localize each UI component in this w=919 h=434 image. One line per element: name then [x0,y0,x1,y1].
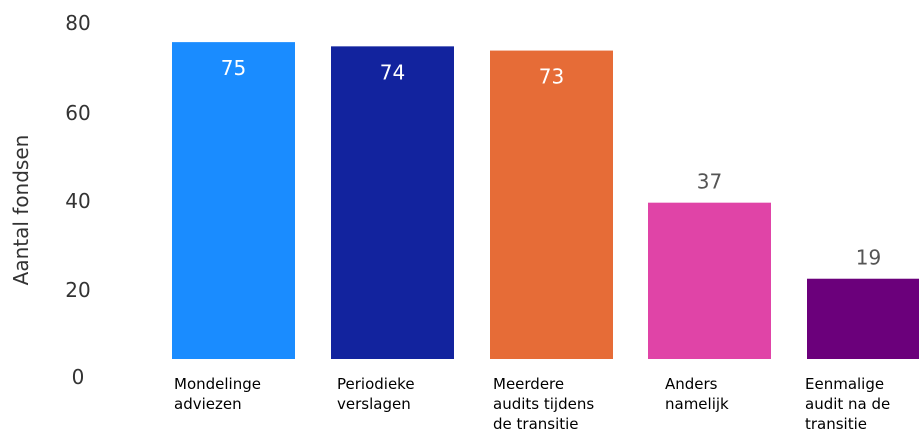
y-axis-label: Aantal fondsen [9,135,33,286]
category-label: Anders namelijk [665,375,729,413]
y-tick-label: 0 [72,365,85,389]
category-label: Periodieke verslagen [337,375,415,413]
bars [172,42,919,359]
category-label: Mondelinge adviezen [174,375,261,413]
y-axis-ticks: 0 20 40 60 80 [65,11,90,389]
y-tick-label: 40 [65,189,90,213]
bar [648,202,771,359]
y-tick-label: 60 [65,101,90,125]
data-label: 19 [856,246,881,270]
data-label: 74 [380,60,405,84]
data-labels: 75 74 73 37 19 [221,56,881,270]
y-tick-label: 20 [65,278,90,302]
y-tick-label: 80 [65,11,90,35]
category-label: Meerdere audits tijdens de transitie [493,375,595,433]
data-label: 37 [697,170,722,194]
bar [807,278,919,359]
data-label: 73 [539,65,564,89]
bar [172,42,295,359]
bar [331,46,454,359]
data-label: 75 [221,56,246,80]
bar [490,50,613,359]
category-label: Eenmalige audit na de transitie [805,375,891,433]
